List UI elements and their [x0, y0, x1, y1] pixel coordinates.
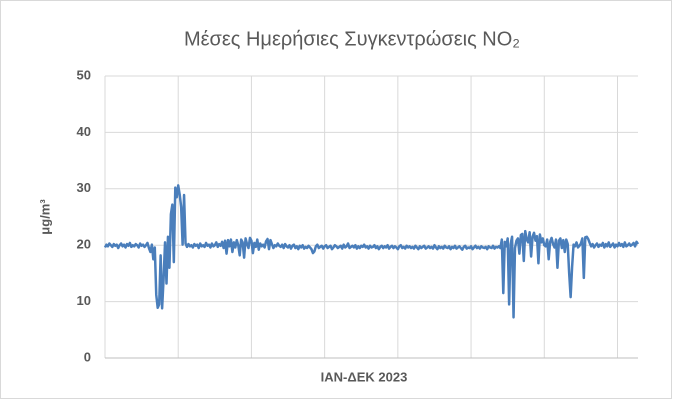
y-tick-label: 20 [77, 237, 91, 252]
y-tick-label: 50 [77, 67, 91, 82]
y-tick-label: 30 [77, 180, 91, 195]
y-tick-label: 10 [77, 293, 91, 308]
chart-frame [0, 0, 672, 399]
chart-title: Μέσες Ημερήσιες Συγκεντρώσεις NO₂ [184, 28, 520, 50]
y-tick-label: 0 [84, 349, 91, 364]
y-tick-label: 40 [77, 124, 91, 139]
data-line [103, 184, 640, 319]
x-axis-label: ΙΑΝ-ΔΕΚ 2023 [321, 369, 408, 384]
y-axis-label: μg/m³ [37, 199, 52, 235]
